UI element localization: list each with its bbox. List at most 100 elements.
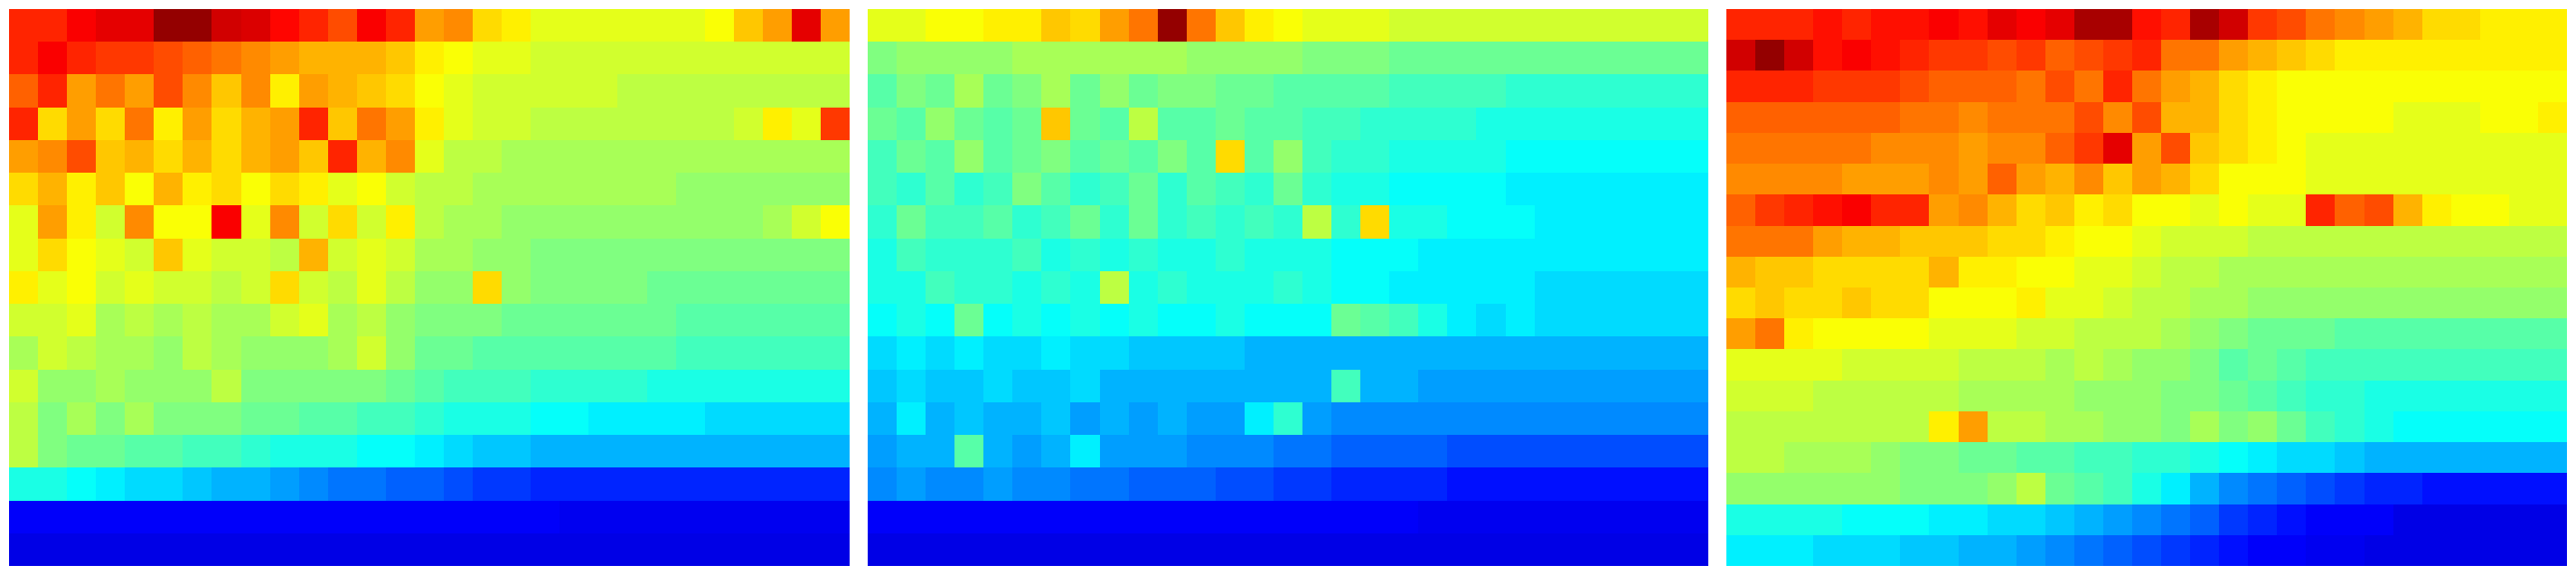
heatmap-cell: [792, 370, 821, 402]
heatmap-cell: [1012, 205, 1041, 239]
heatmap-cell: [705, 370, 734, 402]
heatmap-cell: [821, 205, 850, 239]
heatmap-cell: [1041, 108, 1070, 140]
heatmap-cell: [1476, 336, 1506, 370]
heatmap-cell: [1331, 74, 1360, 108]
heatmap-cell: [2248, 164, 2277, 194]
heatmap-cell: [2017, 133, 2045, 164]
heatmap-cell: [67, 336, 96, 370]
heatmap-cell: [1784, 535, 1813, 566]
heatmap-cell: [2451, 102, 2480, 133]
heatmap-cell: [1959, 194, 1988, 226]
heatmap-cell: [2451, 40, 2480, 71]
heatmap-cell: [1564, 205, 1593, 239]
heatmap-cell: [1726, 381, 1755, 411]
heatmap-cell: [9, 140, 38, 173]
heatmap-cell: [1813, 102, 1842, 133]
heatmap-cell: [1564, 173, 1593, 205]
heatmap-cell: [954, 370, 983, 402]
heatmap-cell: [357, 239, 386, 271]
heatmap-cell: [1871, 257, 1900, 288]
heatmap-cell: [1129, 108, 1158, 140]
heatmap-cell: [1988, 226, 2017, 257]
heatmap-cell: [1535, 74, 1564, 108]
heatmap-cell: [473, 271, 502, 304]
heatmap-cell: [1726, 442, 1755, 473]
heatmap-cell: [2306, 102, 2335, 133]
heatmap-cell: [1535, 108, 1564, 140]
heatmap-cell: [2103, 40, 2132, 71]
heatmap-cell: [2190, 349, 2219, 381]
heatmap-cell: [473, 205, 502, 239]
heatmap-cell: [868, 42, 897, 74]
heatmap-cell: [38, 304, 67, 336]
heatmap-cell: [705, 140, 734, 173]
heatmap-cell: [328, 271, 357, 304]
heatmap-cell: [954, 205, 983, 239]
heatmap-cell: [96, 402, 125, 435]
heatmap-cell: [2451, 9, 2480, 40]
heatmap-cell: [473, 435, 502, 467]
heatmap-cell: [1593, 205, 1622, 239]
heatmap-cell: [1331, 370, 1360, 402]
heatmap-cell: [926, 370, 954, 402]
heatmap-cell: [1418, 501, 1447, 533]
heatmap-cell: [386, 108, 415, 140]
heatmap-cell: [1900, 288, 1929, 318]
heatmap-cell: [2451, 257, 2480, 288]
heatmap-cell: [588, 205, 617, 239]
heatmap-cell: [2017, 411, 2045, 442]
heatmap-cell: [2103, 133, 2132, 164]
heatmap-cell: [1784, 411, 1813, 442]
heatmap-cell: [2393, 535, 2422, 566]
heatmap-cell: [1726, 133, 1755, 164]
heatmap-cell: [1784, 71, 1813, 102]
heatmap-cell: [617, 336, 647, 370]
heatmap-cell: [183, 239, 212, 271]
heatmap-cell: [2277, 40, 2306, 71]
heatmap-cell: [2248, 318, 2277, 349]
heatmap-cell: [926, 402, 954, 435]
heatmap-cell: [617, 501, 647, 533]
heatmap-cell: [1900, 40, 1929, 71]
heatmap-cell: [1900, 442, 1929, 473]
heatmap-cell: [473, 140, 502, 173]
heatmap-cell: [1593, 435, 1622, 467]
heatmap-cell: [299, 271, 328, 304]
heatmap-cell: [792, 435, 821, 467]
heatmap-cell: [1593, 336, 1622, 370]
heatmap-cell: [821, 402, 850, 435]
heatmap-cell: [154, 74, 183, 108]
heatmap-cell: [1929, 9, 1959, 40]
heatmap-cell: [2074, 288, 2103, 318]
heatmap-cell: [897, 140, 926, 173]
heatmap-cell: [763, 239, 792, 271]
heatmap-cell: [2277, 411, 2306, 442]
heatmap-cell: [1506, 239, 1535, 271]
heatmap-cell: [1784, 473, 1813, 504]
heatmap-cell: [357, 501, 386, 533]
heatmap-cell: [183, 336, 212, 370]
heatmap-cell: [617, 435, 647, 467]
heatmap-cell: [1187, 435, 1216, 467]
heatmap-cell: [328, 336, 357, 370]
heatmap-cell: [154, 239, 183, 271]
heatmap-cell: [2248, 442, 2277, 473]
heatmap-cell: [1129, 9, 1158, 42]
heatmap-cell: [1274, 435, 1302, 467]
heatmap-cell: [2538, 40, 2567, 71]
heatmap-cell: [983, 74, 1012, 108]
heatmap-cell: [125, 239, 154, 271]
heatmap-cell: [212, 108, 241, 140]
heatmap-cell: [1813, 473, 1842, 504]
heatmap-cell: [1871, 226, 1900, 257]
heatmap-cell: [2017, 381, 2045, 411]
heatmap-cell: [2509, 318, 2538, 349]
heatmap-cell: [1650, 9, 1679, 42]
heatmap-cell: [1012, 9, 1041, 42]
heatmap-cell: [502, 42, 531, 74]
heatmap-cell: [954, 239, 983, 271]
heatmap-cell: [1129, 140, 1158, 173]
heatmap-cell: [1959, 473, 1988, 504]
heatmap-cell: [983, 140, 1012, 173]
